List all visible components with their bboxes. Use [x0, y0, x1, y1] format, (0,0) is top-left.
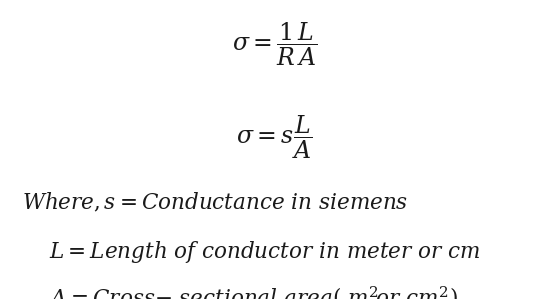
Text: $\mathit{L = Length\ of\ conductor\ in\ meter\ or\ cm}$: $\mathit{L = Length\ of\ conductor\ in\ …: [49, 239, 481, 265]
Text: $\sigma = s\dfrac{L}{A}$: $\sigma = s\dfrac{L}{A}$: [237, 114, 312, 161]
Text: $\mathit{A = Cross} \mathit{-}\ \mathit{sectional\ area(\ m^2\!or\ cm^2)}$: $\mathit{A = Cross} \mathit{-}\ \mathit{…: [49, 284, 458, 299]
Text: $\mathit{Where{,}\,s = Conductance\ in\ siemens}$: $\mathit{Where{,}\,s = Conductance\ in\ …: [22, 191, 408, 214]
Text: $\sigma = \dfrac{1\,L}{R\,A}$: $\sigma = \dfrac{1\,L}{R\,A}$: [232, 21, 317, 68]
